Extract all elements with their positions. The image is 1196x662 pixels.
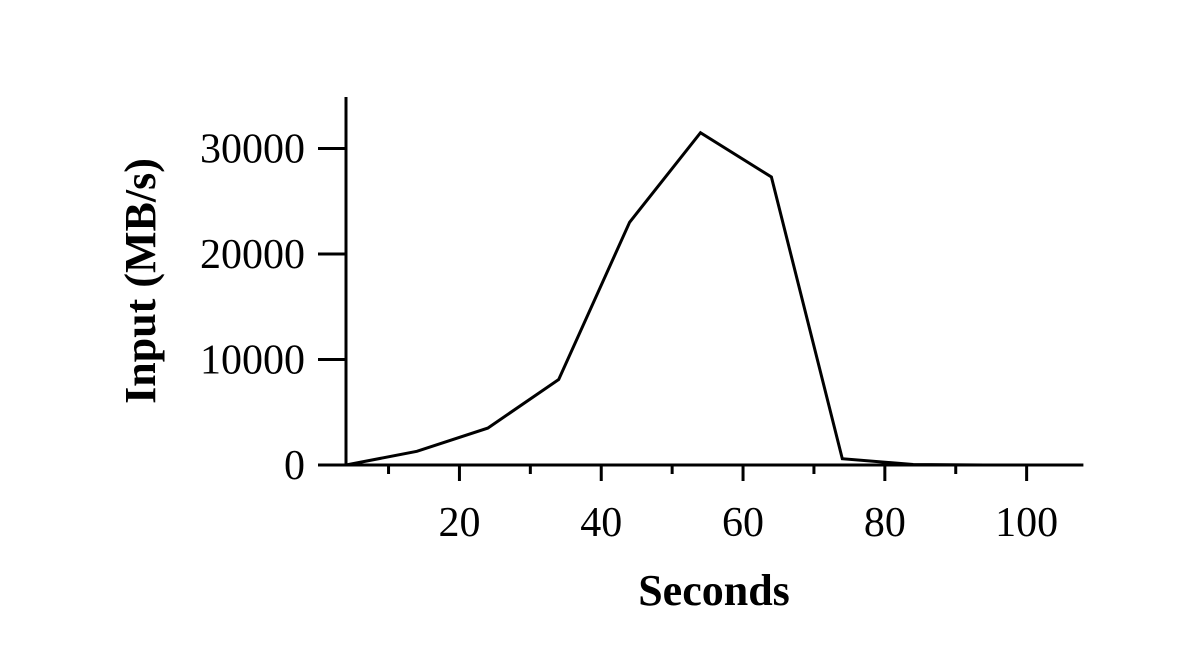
y-tick-label: 0: [284, 443, 305, 489]
x-tick-label: 80: [864, 500, 906, 546]
series-layer: [345, 130, 1084, 467]
x-tick-label: 20: [438, 500, 480, 546]
y-tick-label: 30000: [200, 127, 305, 173]
y-tick-label: 20000: [200, 232, 305, 278]
y-tick-label: 10000: [200, 338, 305, 384]
x-tick-label: 40: [580, 500, 622, 546]
x-axis-title: Seconds: [638, 566, 790, 615]
x-tick-label: 60: [722, 500, 764, 546]
y-axis-title: Input (MB/s): [116, 158, 165, 404]
y-ticks: 0 10000 20000 30000: [200, 127, 346, 489]
series-line: [345, 130, 1084, 467]
x-ticks: 20 40 60 80 100: [387, 465, 1058, 546]
axes: [318, 97, 1083, 467]
x-tick-label: 100: [995, 500, 1058, 546]
